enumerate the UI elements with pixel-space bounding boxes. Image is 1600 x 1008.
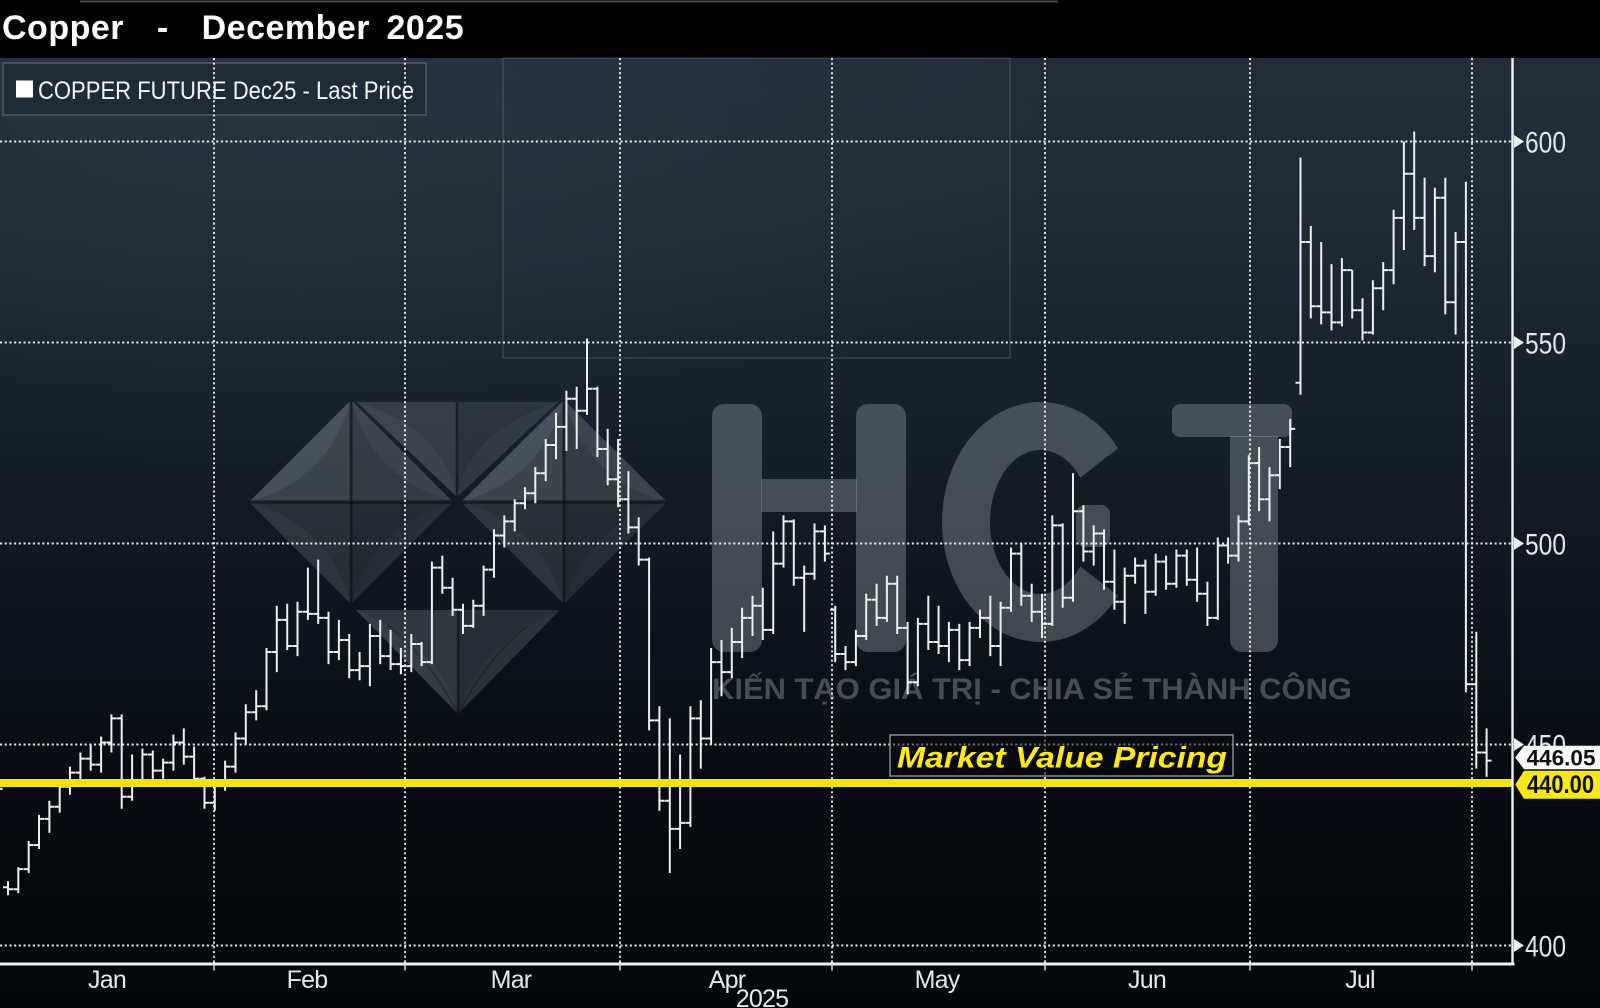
svg-text:Jun: Jun bbox=[1128, 966, 1166, 994]
svg-text:COPPER FUTURE Dec25 - Last Pri: COPPER FUTURE Dec25 - Last Price bbox=[38, 77, 414, 105]
svg-text:400: 400 bbox=[1525, 931, 1566, 964]
svg-text:Mar: Mar bbox=[491, 966, 532, 994]
svg-text:600: 600 bbox=[1525, 127, 1566, 160]
svg-text:2025: 2025 bbox=[736, 985, 788, 1008]
svg-text:Jan: Jan bbox=[88, 966, 126, 994]
svg-text:KIẾN TẠO GIÁ TRỊ - CHIA SẺ THÀ: KIẾN TẠO GIÁ TRỊ - CHIA SẺ THÀNH CÔNG bbox=[712, 672, 1352, 706]
svg-text:Market Value Pricing: Market Value Pricing bbox=[897, 742, 1227, 775]
svg-text:500: 500 bbox=[1525, 529, 1566, 562]
svg-text:May: May bbox=[915, 966, 961, 994]
svg-text:Apr: Apr bbox=[709, 966, 746, 994]
svg-text:440.00: 440.00 bbox=[1527, 771, 1594, 799]
svg-text:Feb: Feb bbox=[287, 966, 328, 994]
svg-text:446.05: 446.05 bbox=[1527, 746, 1596, 771]
svg-text:550: 550 bbox=[1525, 328, 1566, 361]
svg-text:Jul: Jul bbox=[1345, 966, 1375, 994]
